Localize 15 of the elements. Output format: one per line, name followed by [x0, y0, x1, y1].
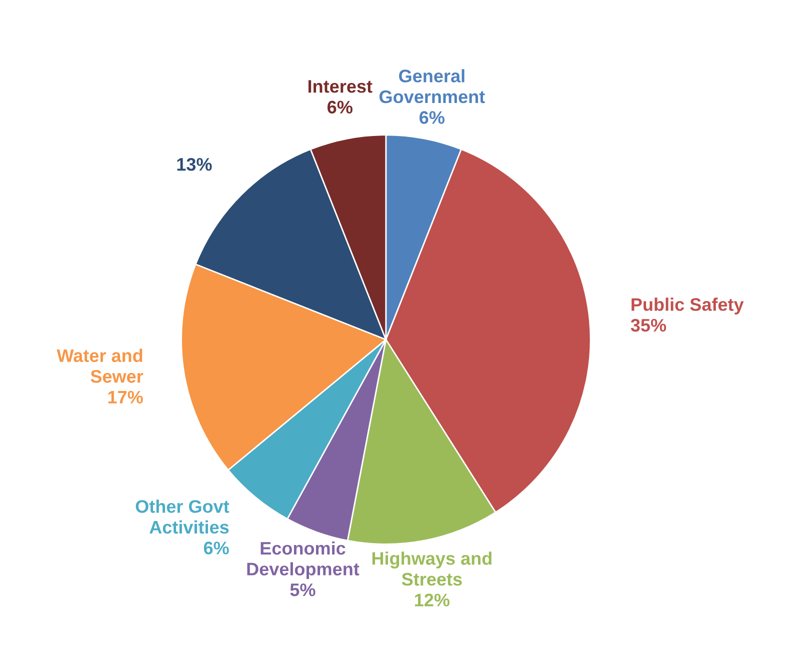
slice-label: Interest [308, 80, 372, 93]
data-label: 6% [328, 100, 352, 114]
slice-label: General Government [380, 69, 485, 104]
slice-label: Economic Development [247, 541, 360, 580]
data-label: 5% [290, 583, 316, 596]
slice-label: Other Govt Activities [136, 500, 230, 534]
data-label: 17% [108, 390, 143, 404]
data-label: 6% [204, 542, 229, 554]
data-label: 13% [177, 158, 212, 171]
data-label: 12% [415, 594, 450, 606]
data-label: 6% [420, 111, 445, 124]
slice-label: Highways and Streets [372, 552, 492, 586]
data-label: 35% [630, 318, 666, 332]
slice-label: Public Safety [632, 298, 744, 314]
slice-label: Water and Sewer [56, 348, 144, 383]
